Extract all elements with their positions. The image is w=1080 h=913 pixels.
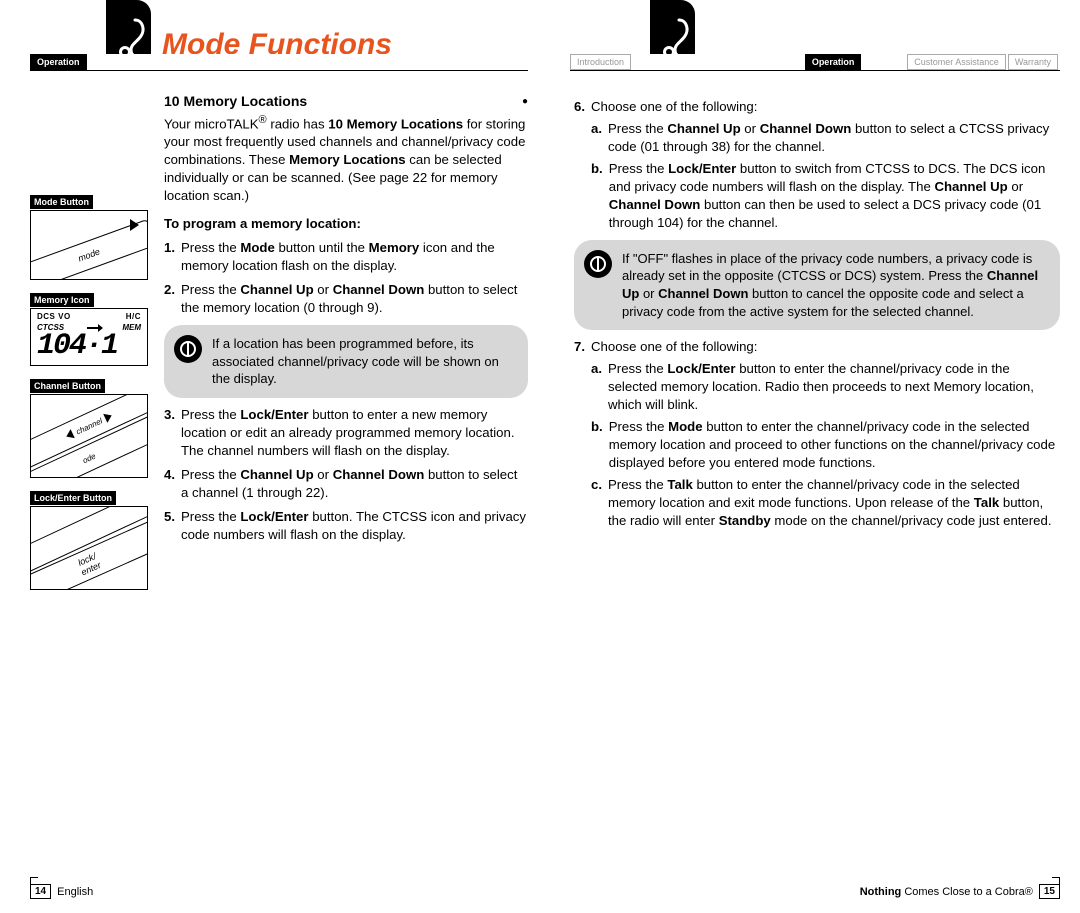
step-4: 4.Press the Channel Up or Channel Down b…	[164, 466, 528, 502]
note-text: If a location has been programmed before…	[212, 335, 514, 388]
note-icon	[584, 250, 612, 278]
steps-list-right: 6. Choose one of the following: a.Press …	[574, 98, 1060, 232]
illus-label: Lock/Enter Button	[30, 491, 116, 505]
step-7b: b.Press the Mode button to enter the cha…	[591, 418, 1060, 472]
step-1: 1.Press the Mode button until the Memory…	[164, 239, 528, 275]
steps-list-cont: 3.Press the Lock/Enter button to enter a…	[164, 406, 528, 544]
tab-introduction: Introduction	[570, 54, 631, 70]
header-right: Introduction Operation Customer Assistan…	[540, 0, 1080, 70]
tab-operation: Operation	[30, 54, 87, 70]
body-left: Mode Button mode Memory Icon DCS VOH/C C…	[30, 92, 528, 865]
step-2: 2.Press the Channel Up or Channel Down b…	[164, 281, 528, 317]
footer-tagline: Nothing Comes Close to a Cobra®	[860, 886, 1033, 898]
tab-warranty: Warranty	[1008, 54, 1058, 70]
illus-lock-enter-button: Lock/Enter Button lock/enter	[30, 488, 148, 590]
note-callout: If a location has been programmed before…	[164, 325, 528, 398]
subhead: To program a memory location:	[164, 215, 528, 233]
section-title: 10 Memory Locations ●	[164, 92, 528, 111]
tab-operation: Operation	[805, 54, 862, 70]
step-6a: a.Press the Channel Up or Channel Down b…	[591, 120, 1060, 156]
tab-customer-assistance: Customer Assistance	[907, 54, 1006, 70]
mode-key: mode	[30, 219, 148, 280]
footer-left: 14 English	[30, 884, 520, 899]
step-7: 7. Choose one of the following: a.Press …	[574, 338, 1060, 530]
body-right: 6. Choose one of the following: a.Press …	[574, 92, 1060, 865]
step-3: 3.Press the Lock/Enter button to enter a…	[164, 406, 528, 460]
header-rule	[30, 70, 528, 71]
triangle-left-icon	[64, 429, 75, 441]
bullet-icon: ●	[522, 97, 528, 107]
steps-list: 1.Press the Mode button until the Memory…	[164, 239, 528, 317]
page-left: Mode Functions Operation Mode Button mod…	[0, 0, 540, 913]
illus-channel-button: Channel Button channel ode	[30, 376, 148, 478]
note-callout: If "OFF" flashes in place of the privacy…	[574, 240, 1060, 331]
triangle-right-icon	[103, 411, 114, 423]
intro-paragraph: Your microTALK® radio has 10 Memory Loca…	[164, 113, 528, 205]
step-6: 6. Choose one of the following: a.Press …	[574, 98, 1060, 232]
steps-list-right-2: 7. Choose one of the following: a.Press …	[574, 338, 1060, 530]
footer-right: Nothing Comes Close to a Cobra® 15	[570, 884, 1060, 899]
illus-label: Channel Button	[30, 379, 105, 393]
illus-label: Mode Button	[30, 195, 93, 209]
note-text: If "OFF" flashes in place of the privacy…	[622, 250, 1046, 321]
tabs-right: Introduction Operation Customer Assistan…	[570, 54, 1060, 70]
text-column-left: 10 Memory Locations ● Your microTALK® ra…	[164, 92, 528, 865]
header-rule	[570, 70, 1060, 71]
page-right: Introduction Operation Customer Assistan…	[540, 0, 1080, 913]
tabs-left: Operation	[30, 54, 528, 70]
footer-language: English	[57, 886, 93, 898]
note-icon	[174, 335, 202, 363]
illustration-column: Mode Button mode Memory Icon DCS VOH/C C…	[30, 192, 148, 865]
step-6b: b.Press the Lock/Enter button to switch …	[591, 160, 1060, 232]
illus-mode-button: Mode Button mode	[30, 192, 148, 280]
page-number: 15	[1039, 884, 1060, 899]
seven-segment: 104·1	[37, 329, 117, 363]
step-7c: c.Press the Talk button to enter the cha…	[591, 476, 1060, 530]
header-left: Mode Functions Operation	[0, 0, 540, 70]
step-5: 5.Press the Lock/Enter button. The CTCSS…	[164, 508, 528, 544]
step-7a: a.Press the Lock/Enter button to enter t…	[591, 360, 1060, 414]
illus-label: Memory Icon	[30, 293, 94, 307]
illus-memory-icon: Memory Icon DCS VOH/C CTCSSMEM 104·1	[30, 290, 148, 366]
page-number: 14	[30, 884, 51, 899]
